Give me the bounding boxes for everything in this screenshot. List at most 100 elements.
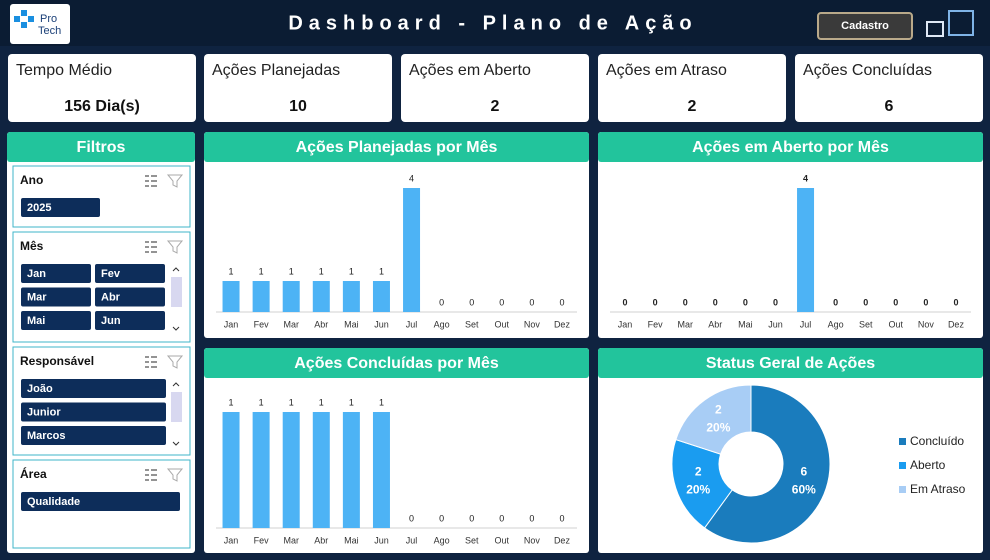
multi-select-icon[interactable] — [145, 241, 157, 253]
clear-filter-icon[interactable] — [166, 355, 184, 369]
data-label: 0 — [439, 513, 444, 523]
kpi-card — [401, 54, 589, 122]
chart-header — [204, 348, 589, 378]
x-tick-label: Abr — [314, 319, 328, 329]
cadastro-button[interactable] — [817, 12, 913, 40]
clear-filter-icon[interactable] — [166, 240, 184, 254]
data-label: 1 — [259, 397, 264, 407]
chart-title: Ações em Aberto por Mês — [692, 139, 889, 156]
pie-slice — [703, 384, 831, 544]
kpi-card — [795, 54, 983, 122]
filter-item[interactable] — [21, 287, 91, 307]
x-tick-label: Jun — [768, 319, 783, 329]
data-label: 1 — [349, 397, 354, 407]
scrollbar-thumb[interactable] — [171, 277, 182, 307]
x-tick-label: Mai — [344, 319, 359, 329]
filter-item-label[interactable]: Fev — [101, 268, 121, 280]
filter-item-label[interactable]: João — [27, 383, 53, 395]
filter-item-label[interactable]: Junior — [27, 406, 61, 418]
pie-slice — [671, 438, 733, 529]
multi-select-icon[interactable] — [145, 356, 157, 368]
kpi-label: Ações Planejadas — [212, 62, 340, 79]
data-label: 1 — [319, 397, 324, 407]
chart-panel — [598, 132, 983, 338]
x-tick-label: Out — [495, 535, 510, 545]
kpi-value: 10 — [289, 98, 307, 115]
filter-item[interactable] — [95, 311, 165, 330]
clear-filter-icon[interactable] — [166, 174, 184, 188]
x-tick-label: Fev — [254, 319, 270, 329]
filter-item-label[interactable]: Mar — [27, 291, 47, 303]
data-label: 0 — [409, 513, 414, 523]
kpi-label: Ações em Aberto — [409, 62, 531, 79]
x-tick-label: Mar — [283, 319, 299, 329]
scrollbar-thumb[interactable] — [171, 392, 182, 422]
x-tick-label: Mai — [738, 319, 753, 329]
data-label: 0 — [923, 297, 928, 307]
bar — [797, 188, 815, 312]
kpi-card — [8, 54, 196, 122]
scroll-arrows[interactable] — [172, 382, 180, 446]
data-label: 1 — [229, 266, 234, 276]
bar — [252, 412, 270, 528]
x-tick-label: Ago — [434, 319, 450, 329]
kpi-value: 2 — [491, 98, 500, 115]
data-label: 1 — [349, 266, 354, 276]
filter-item[interactable] — [21, 402, 166, 422]
x-tick-label: Abr — [708, 319, 722, 329]
filter-item[interactable] — [21, 379, 166, 398]
filter-item[interactable] — [21, 264, 91, 283]
data-label: 0 — [623, 297, 628, 307]
data-label: 0 — [499, 297, 504, 307]
bar — [372, 412, 390, 528]
bar — [342, 412, 360, 528]
filter-item-label[interactable]: 2025 — [27, 202, 51, 214]
chart-panel — [204, 132, 589, 338]
filter-item[interactable] — [21, 426, 166, 445]
filter-item[interactable] — [21, 311, 91, 330]
data-label: 1 — [379, 266, 384, 276]
x-tick-label: Ago — [434, 535, 450, 545]
button-label[interactable]: Cadastro — [841, 20, 889, 32]
data-label: 0 — [559, 513, 564, 523]
x-tick-label: Dez — [554, 319, 571, 329]
x-tick-label: Fev — [254, 535, 270, 545]
page-title: Dashboard - Plano de Ação — [288, 12, 697, 34]
filter-title: Filtros — [77, 139, 126, 156]
nav-icon[interactable] — [926, 10, 974, 37]
kpi-label: Tempo Médio — [16, 62, 112, 79]
chart-title: Status Geral de Ações — [706, 355, 875, 372]
kpi-card — [598, 54, 786, 122]
data-label: 1 — [259, 266, 264, 276]
x-tick-label: Jun — [374, 319, 389, 329]
chart-title: Ações Concluídas por Mês — [294, 355, 499, 372]
filter-item[interactable] — [95, 264, 165, 283]
filter-item-label[interactable]: Mai — [27, 315, 45, 327]
filter-item-label[interactable]: Qualidade — [27, 496, 80, 508]
filter-item-label[interactable]: Jan — [27, 268, 46, 280]
filter-item[interactable] — [21, 492, 180, 511]
x-tick-label: Set — [465, 319, 479, 329]
filter-item-label[interactable]: Jun — [101, 315, 121, 327]
x-tick-label: Set — [465, 535, 479, 545]
x-tick-label: Jan — [224, 319, 239, 329]
multi-select-icon[interactable] — [145, 469, 157, 481]
data-label: 2 — [715, 402, 722, 416]
scroll-arrows[interactable] — [172, 267, 180, 331]
logo-icon — [14, 10, 34, 28]
filter-item-label[interactable]: Marcos — [27, 430, 66, 442]
filter-item-label[interactable]: Abr — [101, 291, 121, 303]
filter-item[interactable] — [21, 198, 100, 217]
data-label: 0 — [743, 297, 748, 307]
data-label: 0 — [559, 297, 564, 307]
x-tick-label: Out — [889, 319, 904, 329]
filter-item[interactable] — [95, 287, 165, 307]
kpi-value: 2 — [688, 98, 697, 115]
kpi-value: 6 — [885, 98, 894, 115]
x-tick-label: Out — [495, 319, 510, 329]
clear-filter-icon[interactable] — [166, 468, 184, 482]
data-label: 0 — [863, 297, 868, 307]
multi-select-icon[interactable] — [145, 175, 157, 187]
